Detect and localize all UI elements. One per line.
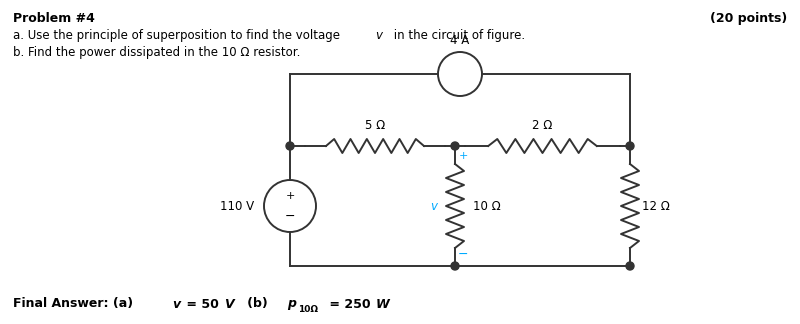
Text: v: v bbox=[430, 200, 437, 213]
Text: = 250: = 250 bbox=[325, 297, 370, 310]
Circle shape bbox=[264, 180, 316, 232]
Text: v: v bbox=[172, 297, 180, 310]
Text: Final Answer: (a): Final Answer: (a) bbox=[13, 297, 138, 310]
Text: W: W bbox=[376, 297, 390, 310]
Text: v: v bbox=[375, 29, 382, 42]
Text: 10Ω: 10Ω bbox=[298, 305, 318, 314]
Circle shape bbox=[626, 142, 634, 150]
Text: 12 Ω: 12 Ω bbox=[642, 200, 670, 213]
Text: b. Find the power dissipated in the 10 Ω resistor.: b. Find the power dissipated in the 10 Ω… bbox=[13, 46, 300, 59]
Circle shape bbox=[438, 52, 482, 96]
Text: +: + bbox=[286, 191, 294, 201]
Text: (b): (b) bbox=[234, 297, 272, 310]
Circle shape bbox=[626, 262, 634, 270]
Text: in the circuit of figure.: in the circuit of figure. bbox=[390, 29, 525, 42]
Circle shape bbox=[451, 142, 459, 150]
Text: (20 points): (20 points) bbox=[710, 12, 787, 25]
Text: 10 Ω: 10 Ω bbox=[473, 200, 501, 213]
Text: p: p bbox=[287, 297, 296, 310]
Text: a. Use the principle of superposition to find the voltage: a. Use the principle of superposition to… bbox=[13, 29, 344, 42]
Text: +: + bbox=[458, 151, 468, 161]
Circle shape bbox=[451, 262, 459, 270]
Text: 4 A: 4 A bbox=[450, 34, 470, 47]
Text: Problem #4: Problem #4 bbox=[13, 12, 95, 25]
Circle shape bbox=[286, 142, 294, 150]
Text: −: − bbox=[285, 210, 295, 223]
Text: = 50: = 50 bbox=[182, 297, 219, 310]
Text: 5 Ω: 5 Ω bbox=[365, 119, 385, 132]
Text: 2 Ω: 2 Ω bbox=[532, 119, 553, 132]
Text: 110 V: 110 V bbox=[220, 200, 254, 213]
Text: −: − bbox=[458, 248, 468, 260]
Text: V: V bbox=[224, 297, 234, 310]
